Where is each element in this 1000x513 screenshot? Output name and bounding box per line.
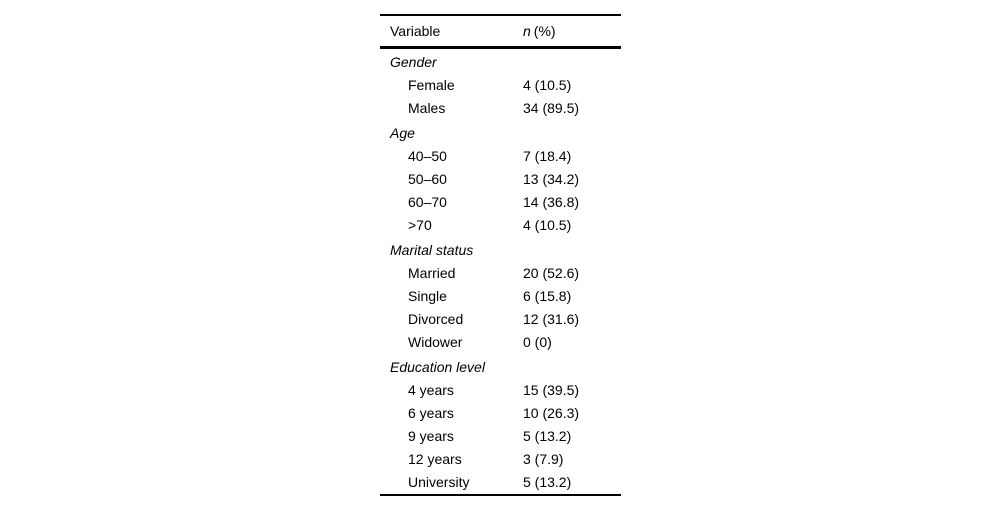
table-header-rule [380,46,621,49]
demographics-table: Variable n (%) Gender Female 4 (10.5) Mal… [380,14,621,496]
row-value: 7 (18.4) [523,148,572,164]
row-value: 4 (10.5) [523,77,572,93]
row-label: 6 years [408,405,454,421]
row-label: University [408,474,470,490]
column-header-variable: Variable [390,23,441,39]
row-label: Males [408,100,446,116]
row-value: 15 (39.5) [523,382,580,398]
row-value: 4 (10.5) [523,217,572,233]
table-bottom-rule [380,494,621,496]
row-label: Married [408,265,456,281]
table-row: 12 years 3 (7.9) [380,448,621,471]
section-header-gender: Gender [380,49,621,74]
row-label: Single [408,288,447,304]
row-value: 13 (34.2) [523,171,580,187]
table-row: Males 34 (89.5) [380,97,621,120]
row-label: Widower [408,334,463,350]
row-value: 0 (0) [523,334,552,350]
row-value: 12 (31.6) [523,311,580,327]
table-row: Widower 0 (0) [380,331,621,354]
row-value: 34 (89.5) [523,100,580,116]
row-label: 12 years [408,451,462,467]
table-row: 40–50 7 (18.4) [380,145,621,168]
percent-label: (%) [533,23,556,39]
table-row: 50–60 13 (34.2) [380,168,621,191]
row-label: 50–60 [408,171,447,187]
table-body: Gender Female 4 (10.5) Males 34 (89.5) A… [380,49,621,494]
table-row: University 5 (13.2) [380,471,621,494]
table-row: Single 6 (15.8) [380,285,621,308]
column-header-n-percent: n (%) [523,16,621,46]
section-label: Age [390,125,415,141]
row-label: Female [408,77,455,93]
row-label: 40–50 [408,148,447,164]
section-label: Education level [390,359,485,375]
table-header-row: Variable n (%) [380,16,621,46]
table-row: >70 4 (10.5) [380,214,621,237]
table-row: 60–70 14 (36.8) [380,191,621,214]
section-header-education-level: Education level [380,354,621,379]
row-value: 14 (36.8) [523,194,580,210]
section-header-age: Age [380,120,621,145]
row-label: 9 years [408,428,454,444]
row-label: Divorced [408,311,464,327]
table-row: Married 20 (52.6) [380,262,621,285]
table-row: 6 years 10 (26.3) [380,402,621,425]
row-value: 3 (7.9) [523,451,564,467]
row-value: 5 (13.2) [523,428,572,444]
table-row: 4 years 15 (39.5) [380,379,621,402]
table-row: 9 years 5 (13.2) [380,425,621,448]
section-label: Marital status [390,242,474,258]
table-row: Female 4 (10.5) [380,74,621,97]
n-symbol: n [523,23,531,39]
row-value: 10 (26.3) [523,405,580,421]
section-header-marital-status: Marital status [380,237,621,262]
row-value: 6 (15.8) [523,288,572,304]
section-label: Gender [390,54,437,70]
row-label: >70 [408,217,432,233]
row-label: 4 years [408,382,454,398]
table-row: Divorced 12 (31.6) [380,308,621,331]
row-value: 5 (13.2) [523,474,572,490]
table-top-rule [380,14,621,16]
row-label: 60–70 [408,194,447,210]
row-value: 20 (52.6) [523,265,580,281]
